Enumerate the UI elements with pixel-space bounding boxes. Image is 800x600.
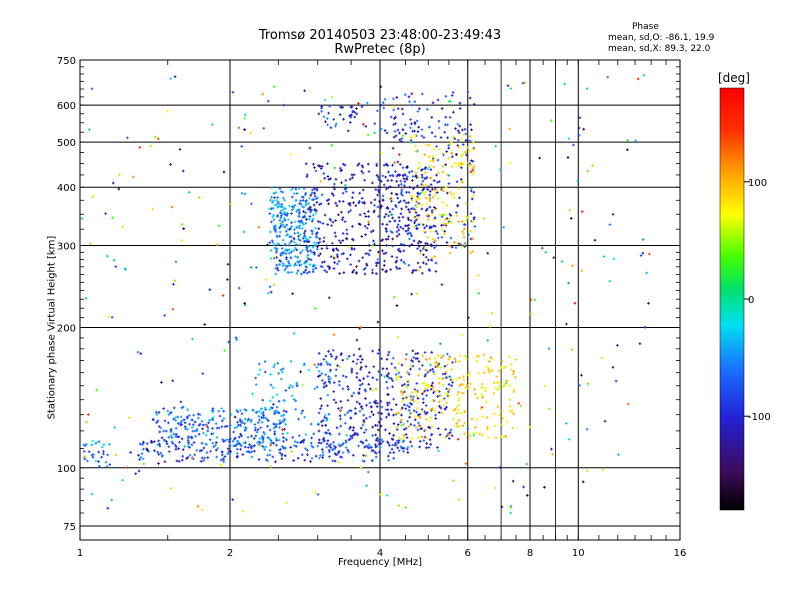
stats-x: mean, sd,X: 89.3, 22.0 xyxy=(608,44,711,54)
chart-title: Tromsø 20140503 23:48:00-23:49:43 xyxy=(258,28,502,43)
stats-o: mean, sd,O: -86.1, 19.9 xyxy=(608,33,715,43)
x-axis-label: Frequency [MHz] xyxy=(337,557,423,568)
chart-subtitle: RwPretec (8p) xyxy=(334,42,426,57)
stats-title: Phase xyxy=(632,22,659,32)
